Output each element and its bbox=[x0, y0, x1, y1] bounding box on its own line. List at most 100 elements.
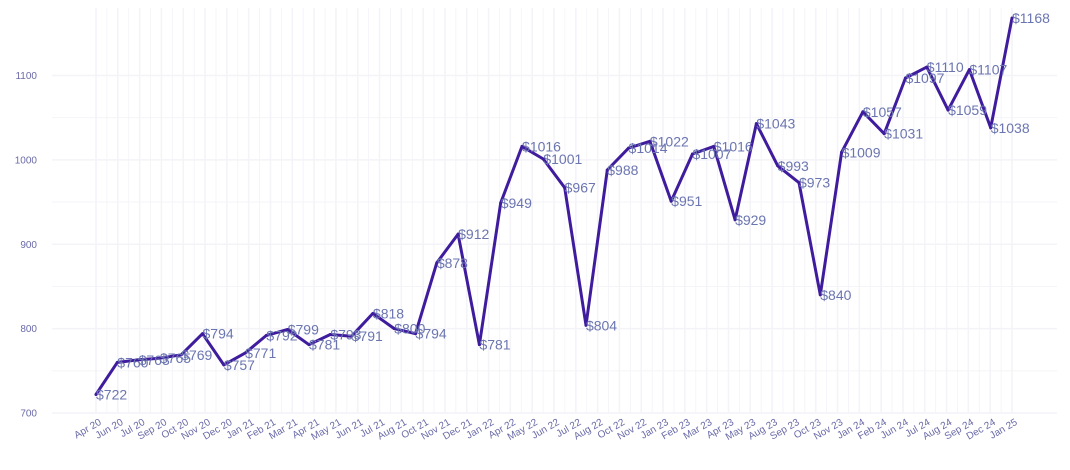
data-label: $794 bbox=[416, 326, 447, 342]
data-labels: $722 $760$763$765$769 $794 $757$771 $792$799… bbox=[96, 10, 1050, 402]
data-point bbox=[286, 327, 290, 331]
data-label: $804 bbox=[586, 317, 617, 333]
data-point bbox=[392, 327, 396, 331]
data-label: $799 bbox=[288, 321, 319, 337]
data-point bbox=[627, 146, 631, 150]
data-label: $792 bbox=[266, 327, 297, 343]
data-label: $912 bbox=[458, 226, 489, 242]
data-point bbox=[669, 199, 673, 203]
data-point bbox=[541, 157, 545, 161]
data-point bbox=[754, 122, 758, 126]
data-label: $1168 bbox=[1012, 10, 1050, 26]
data-point bbox=[946, 108, 950, 112]
data-label: $722 bbox=[96, 386, 127, 402]
data-point bbox=[115, 360, 119, 364]
data-point bbox=[712, 144, 716, 148]
data-label: $988 bbox=[607, 162, 638, 178]
data-point bbox=[733, 218, 737, 222]
y-tick-label: 900 bbox=[20, 240, 37, 251]
data-point bbox=[264, 333, 268, 337]
data-label: $757 bbox=[224, 357, 255, 373]
data-point bbox=[818, 293, 822, 297]
y-tick-label: 800 bbox=[20, 324, 37, 335]
data-label: $1057 bbox=[863, 104, 902, 120]
data-label: $1097 bbox=[905, 70, 944, 86]
data-point bbox=[371, 311, 375, 315]
data-label: $993 bbox=[778, 158, 809, 174]
data-point bbox=[967, 68, 971, 72]
y-axis-ticks: 700 800 900 1000 1100 bbox=[15, 71, 38, 420]
y-tick-label: 1100 bbox=[15, 71, 37, 82]
data-point bbox=[499, 201, 503, 205]
data-point bbox=[861, 110, 865, 114]
data-label: $1031 bbox=[884, 126, 923, 142]
data-point bbox=[201, 332, 205, 336]
data-label: $760 bbox=[117, 354, 148, 370]
data-label: $949 bbox=[501, 195, 532, 211]
data-point bbox=[776, 164, 780, 168]
data-label: $878 bbox=[437, 255, 468, 271]
data-label: $1043 bbox=[756, 116, 795, 132]
data-label: $794 bbox=[203, 326, 234, 342]
data-point bbox=[137, 358, 141, 362]
data-label: $929 bbox=[735, 212, 766, 228]
data-label: $967 bbox=[565, 180, 596, 196]
data-point bbox=[477, 343, 481, 347]
data-point bbox=[328, 333, 332, 337]
data-point bbox=[882, 132, 886, 136]
data-point bbox=[584, 323, 588, 327]
data-point bbox=[690, 152, 694, 156]
data-point bbox=[307, 343, 311, 347]
data-label: $840 bbox=[820, 287, 851, 303]
data-point bbox=[797, 181, 801, 185]
data-point bbox=[243, 351, 247, 355]
data-point bbox=[903, 76, 907, 80]
data-label: $1059 bbox=[948, 102, 987, 118]
data-point bbox=[520, 144, 524, 148]
data-label: $1001 bbox=[543, 151, 582, 167]
data-point bbox=[94, 392, 98, 396]
y-tick-label: 700 bbox=[20, 409, 37, 420]
data-point bbox=[222, 363, 226, 367]
data-point bbox=[605, 168, 609, 172]
data-point bbox=[158, 356, 162, 360]
data-label: $763 bbox=[139, 352, 170, 368]
data-point bbox=[435, 261, 439, 265]
data-label: $1016 bbox=[714, 138, 753, 154]
data-point bbox=[840, 150, 844, 154]
data-label: $765 bbox=[160, 350, 191, 366]
data-point bbox=[414, 332, 418, 336]
data-label: $793 bbox=[330, 327, 361, 343]
grid bbox=[52, 8, 1057, 414]
data-point bbox=[1010, 16, 1014, 20]
data-label: $781 bbox=[479, 337, 510, 353]
data-point bbox=[563, 186, 567, 190]
data-label: $1038 bbox=[991, 120, 1030, 136]
data-label: $1014 bbox=[629, 140, 668, 156]
data-label: $781 bbox=[309, 337, 340, 353]
data-label: $800 bbox=[394, 321, 425, 337]
data-label: $791 bbox=[352, 328, 383, 344]
data-point bbox=[456, 232, 460, 236]
data-label: $1022 bbox=[650, 133, 689, 149]
data-label: $771 bbox=[245, 345, 276, 361]
data-label: $769 bbox=[181, 347, 212, 363]
data-point bbox=[925, 65, 929, 69]
data-label: $1107 bbox=[969, 62, 1007, 78]
data-point bbox=[350, 334, 354, 338]
data-label: $1016 bbox=[522, 138, 561, 154]
series-line-layer bbox=[94, 16, 1014, 396]
data-label: $1007 bbox=[692, 146, 731, 162]
data-point bbox=[989, 126, 993, 130]
data-label: $951 bbox=[671, 193, 702, 209]
data-label: $973 bbox=[799, 175, 830, 191]
data-label: $1009 bbox=[842, 144, 881, 160]
data-point bbox=[648, 139, 652, 143]
series-line bbox=[94, 16, 1014, 396]
data-point bbox=[179, 353, 183, 357]
y-tick-label: 1000 bbox=[15, 155, 38, 166]
data-label: $1110 bbox=[927, 59, 964, 75]
